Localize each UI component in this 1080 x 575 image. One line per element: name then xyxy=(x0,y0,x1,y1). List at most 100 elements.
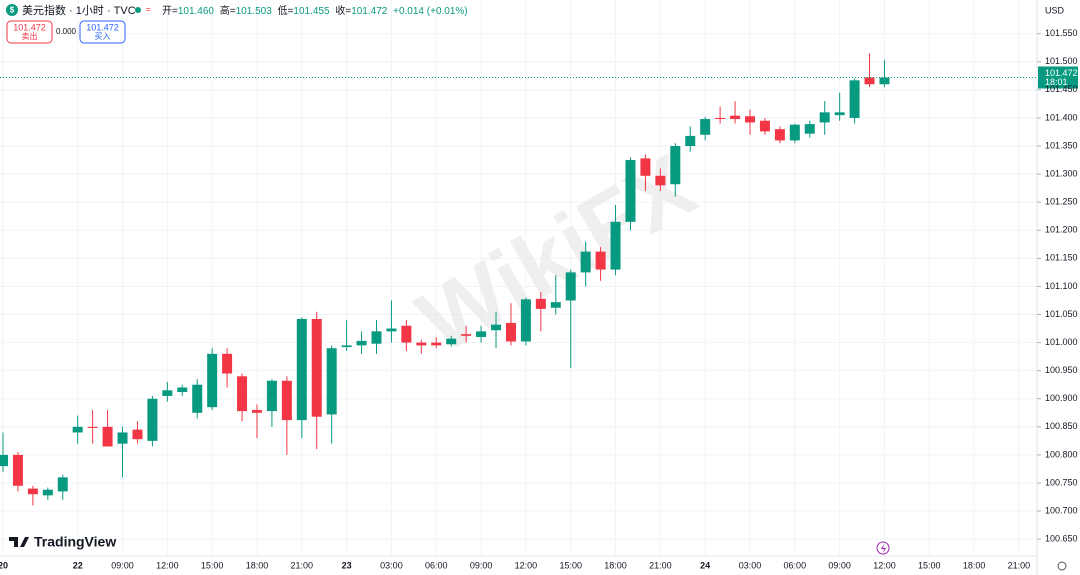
events-icon[interactable] xyxy=(876,541,890,555)
sell-box xyxy=(6,20,53,44)
x-tick-label: 21:00 xyxy=(1008,560,1031,570)
y-tick-label: 101.100 xyxy=(1045,281,1078,291)
candle-body xyxy=(520,299,531,342)
symbol-icon[interactable] xyxy=(6,4,18,16)
ohlc-legend: 开=101.460 高=101.503 低=101.455 收=101.472 … xyxy=(162,4,468,17)
candle-body xyxy=(715,117,726,120)
symbol-title[interactable]: 美元指数 · 1小时 · TVC xyxy=(22,3,136,17)
x-tick-label: 09:00 xyxy=(111,560,134,570)
price-tag-value: 101.472 xyxy=(1045,68,1078,78)
x-tick-label: 21:00 xyxy=(649,560,672,570)
symbol: 美元指数 · 1小时 · TVC xyxy=(22,3,136,17)
symbol-icon-glyph: $ xyxy=(10,6,15,15)
candle-body xyxy=(27,488,38,495)
low-label: 低= xyxy=(278,4,294,17)
candle-body xyxy=(505,322,516,342)
y-tick-label: 101.200 xyxy=(1045,225,1078,235)
buy-price: 101.472 xyxy=(86,22,119,32)
y-tick-label: 101.500 xyxy=(1045,56,1078,66)
candle-body xyxy=(57,477,68,492)
sell-label: 卖出 xyxy=(22,31,38,41)
events-bolt xyxy=(881,544,886,553)
y-tick-label: 100.800 xyxy=(1045,449,1078,459)
x-tick-label: 06:00 xyxy=(784,560,807,570)
price-tag-countdown: 18:01 xyxy=(1045,77,1068,87)
x-tick-label: 09:00 xyxy=(828,560,851,570)
candle-body xyxy=(730,115,741,120)
open-value: 101.460 xyxy=(178,6,215,17)
close-value: 101.472 xyxy=(351,6,388,17)
x-tick-label: 24 xyxy=(700,560,710,570)
close-label: 收= xyxy=(335,4,351,17)
status-icon: ≈ xyxy=(146,4,151,14)
candle-body xyxy=(12,454,23,486)
y-tick-label: 101.150 xyxy=(1045,253,1078,263)
candle-body xyxy=(535,298,546,309)
candle-body xyxy=(491,324,502,331)
x-tick-label: 23 xyxy=(342,560,352,570)
candle-body xyxy=(162,390,173,396)
candle-body xyxy=(72,426,83,433)
candle-body xyxy=(237,376,248,412)
spread: 0.000 xyxy=(56,27,77,36)
x-tick-label: 03:00 xyxy=(739,560,762,570)
buy-button[interactable]: 101.472 买入 xyxy=(79,20,126,44)
change-value: +0.014 (+0.01%) xyxy=(393,6,468,17)
x-tick-label: 03:00 xyxy=(380,560,403,570)
candle-body xyxy=(580,251,591,273)
candle-body xyxy=(431,342,442,346)
candle-body xyxy=(207,353,218,408)
candle-body xyxy=(685,135,696,147)
high-label: 高= xyxy=(220,4,236,17)
candle-body xyxy=(416,342,427,346)
buy-box xyxy=(79,20,126,44)
candle-body xyxy=(476,331,487,337)
y-tick-label: 101.250 xyxy=(1045,197,1078,207)
candle-body xyxy=(550,302,561,308)
low-value: 101.455 xyxy=(293,6,330,17)
candle-body xyxy=(655,175,666,186)
x-tick-label: 15:00 xyxy=(559,560,582,570)
candle-body xyxy=(311,318,322,417)
candle-body xyxy=(251,409,262,413)
candle-body xyxy=(565,272,576,301)
x-tick-label: 15:00 xyxy=(918,560,941,570)
open-label: 开= xyxy=(162,6,178,17)
y-tick-label: 101.000 xyxy=(1045,337,1078,347)
candle-body xyxy=(386,328,397,332)
candle-body xyxy=(87,426,98,428)
y-tick-label: 100.850 xyxy=(1045,421,1078,431)
status-dot xyxy=(135,7,141,13)
y-tick-label: 100.900 xyxy=(1045,393,1078,403)
y-tick-label: 100.750 xyxy=(1045,477,1078,487)
candle-body xyxy=(640,158,651,176)
buy-label: 买入 xyxy=(95,32,111,41)
candle-body xyxy=(341,345,352,348)
x-tick-label: 20 xyxy=(0,560,8,570)
x-tick-label: 21:00 xyxy=(291,560,314,570)
y-tick-label: 101.350 xyxy=(1045,140,1078,150)
y-tick-label: 101.400 xyxy=(1045,112,1078,122)
candle-body xyxy=(804,124,815,134)
candle-body xyxy=(789,124,800,141)
settings-icon[interactable] xyxy=(1057,561,1067,571)
candle-body xyxy=(834,112,845,116)
y-tick-label: 101.550 xyxy=(1045,28,1078,38)
tradingview-logo[interactable]: ⁠ TradingView xyxy=(9,534,116,551)
currency[interactable]: USD xyxy=(1045,5,1065,15)
y-tick-label: 100.700 xyxy=(1045,505,1078,515)
price-tag-box xyxy=(1038,66,1078,89)
candle-body xyxy=(42,489,53,496)
candle-body xyxy=(879,77,890,85)
sell-button[interactable]: 101.472 卖出 xyxy=(6,20,53,44)
candle-body xyxy=(625,160,636,222)
candle-body xyxy=(266,380,277,412)
x-tick-label: 18:00 xyxy=(963,560,986,570)
candle-body xyxy=(296,318,307,421)
candle-body xyxy=(700,119,711,135)
y-tick-label: 100.650 xyxy=(1045,534,1078,544)
